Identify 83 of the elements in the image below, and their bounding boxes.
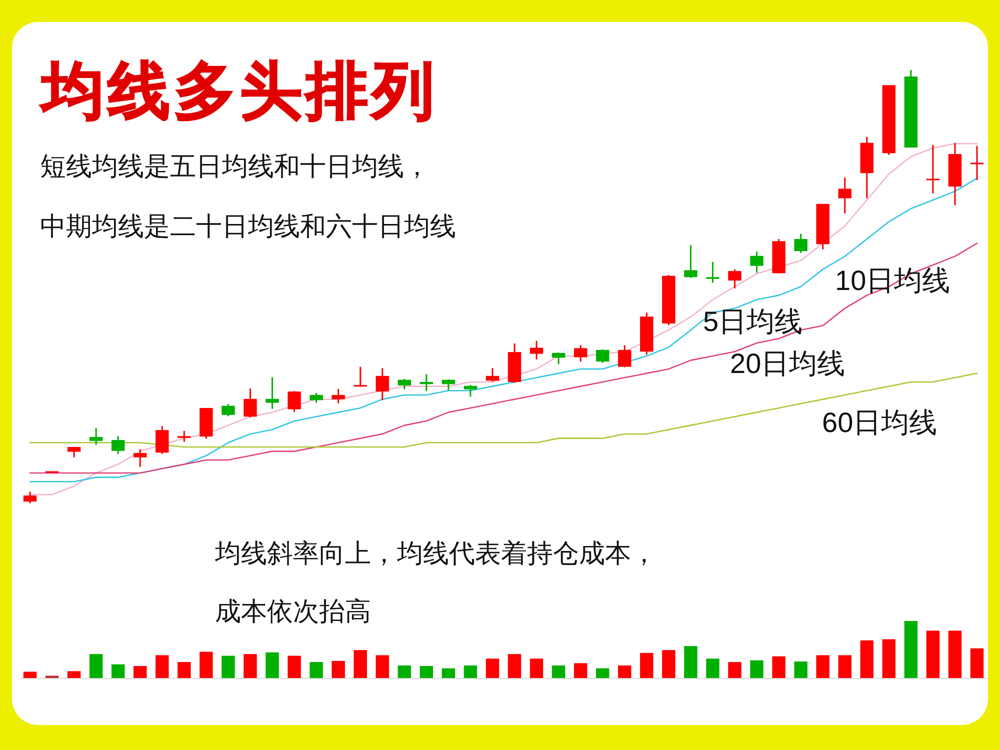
series-label: 60日均线 <box>822 407 938 438</box>
candlestick <box>750 250 764 274</box>
text: 均线斜率向上，均线代表着持仓成本， <box>214 538 657 568</box>
annotation: 中期均线是二十日均线和六十日均线 <box>40 211 456 241</box>
candlestick <box>618 344 632 368</box>
bar <box>89 654 103 678</box>
bar <box>111 664 125 678</box>
candlestick <box>794 233 808 254</box>
candlestick <box>574 344 588 362</box>
bar <box>860 640 874 678</box>
candlestick <box>111 435 125 455</box>
candlestick <box>728 268 742 290</box>
chart-title: 均线多头排列 <box>39 57 438 126</box>
bar <box>354 650 367 678</box>
bar <box>332 660 345 678</box>
bar <box>134 666 147 678</box>
candlestick <box>178 430 191 443</box>
bar <box>596 668 610 678</box>
candlestick <box>706 261 720 284</box>
bar <box>288 656 301 678</box>
bar <box>156 655 169 678</box>
bar <box>266 652 279 678</box>
candlestick <box>926 144 940 194</box>
bar <box>420 666 434 678</box>
annotation: 成本依次抬高 <box>215 596 371 626</box>
bar <box>838 655 852 678</box>
bar <box>530 658 544 678</box>
candlestick <box>530 340 544 360</box>
bar <box>728 662 742 678</box>
candlestick <box>354 366 367 388</box>
candlestick <box>464 384 478 398</box>
bar <box>552 665 566 678</box>
candlestick <box>442 378 456 391</box>
bar <box>310 662 323 678</box>
bar <box>816 655 830 678</box>
annotation: 短线均线是五日均线和十日均线， <box>40 151 430 181</box>
bar <box>574 663 588 678</box>
candlestick <box>838 176 852 214</box>
bar <box>178 662 191 678</box>
bar <box>508 654 522 678</box>
candlestick <box>398 378 412 390</box>
candlestick <box>288 390 301 413</box>
bar <box>662 650 676 678</box>
bar <box>640 652 654 678</box>
series-label: 5日均线 <box>703 306 803 337</box>
bar <box>398 665 412 678</box>
bar <box>794 661 808 678</box>
candlestick <box>156 425 169 455</box>
bar <box>684 646 698 678</box>
bar <box>618 665 632 678</box>
bar <box>442 668 456 678</box>
candlestick <box>266 376 279 410</box>
candlestick <box>310 392 323 404</box>
candlestick <box>420 373 434 392</box>
bar <box>200 652 213 678</box>
candlestick <box>552 352 566 365</box>
candlestick <box>332 388 345 404</box>
bar <box>464 665 478 678</box>
candlestick <box>486 367 500 382</box>
bar <box>948 630 962 678</box>
bar <box>970 648 984 678</box>
bar <box>926 630 940 678</box>
bar <box>904 621 918 678</box>
candlestick <box>376 367 389 401</box>
bar <box>244 654 257 678</box>
bar <box>376 655 389 678</box>
candlestick <box>684 244 698 279</box>
bar <box>882 639 896 678</box>
bar <box>772 656 786 678</box>
candlestick <box>970 145 984 181</box>
bar <box>222 656 235 678</box>
bar <box>23 672 37 678</box>
candlestick <box>89 427 103 446</box>
bar <box>706 658 720 678</box>
candlestick <box>244 388 257 418</box>
candlestick <box>23 490 37 504</box>
bar <box>750 660 764 678</box>
candlestick <box>134 448 147 468</box>
candlestick <box>222 403 235 417</box>
bar <box>67 671 81 678</box>
bar <box>486 658 500 678</box>
candlestick <box>596 348 610 364</box>
series-label: 20日均线 <box>730 348 846 379</box>
